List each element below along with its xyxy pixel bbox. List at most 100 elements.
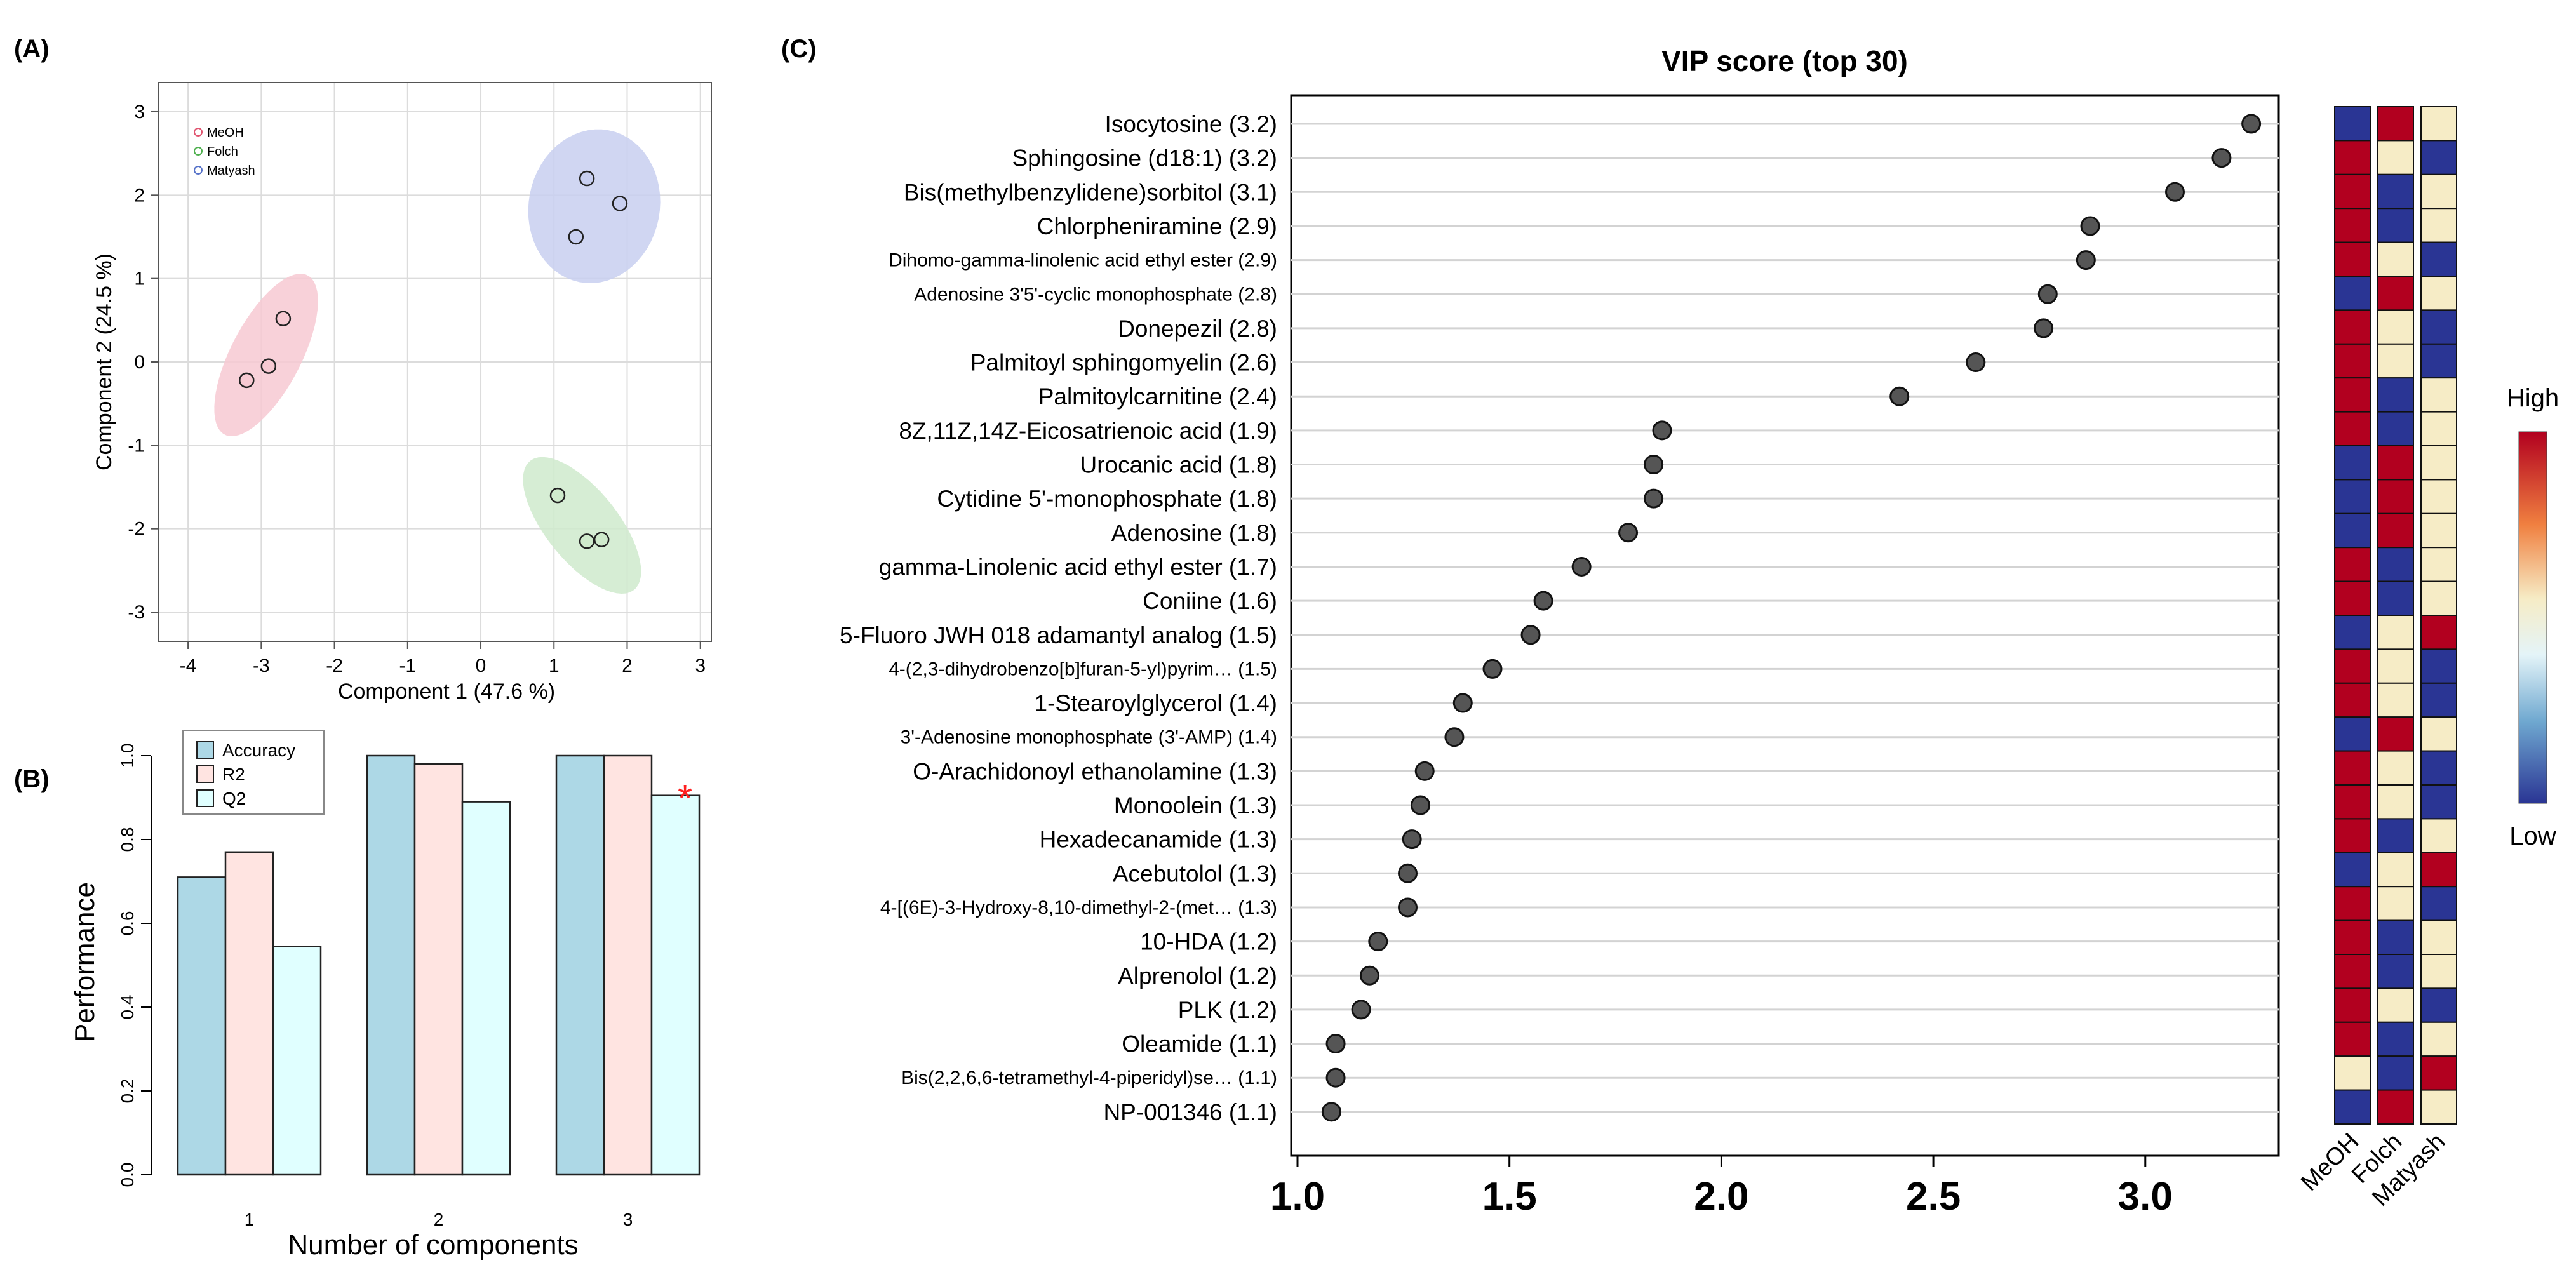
panel-c-label: (C) [781, 35, 817, 63]
vip-point [1644, 488, 1664, 509]
heatmap-cell [2420, 106, 2457, 142]
x-tick-label: -4 [180, 655, 197, 676]
legend-swatch-q2 [196, 789, 214, 807]
metabolite-label: Chlorpheniramine (2.9) [1037, 213, 1277, 239]
panel-a-points [239, 170, 628, 549]
x-tick-label: 2.5 [1906, 1175, 1961, 1219]
point-meoh [239, 372, 255, 389]
vip-point [1351, 1000, 1371, 1020]
point-matyash [612, 196, 628, 211]
heatmap-cell [2377, 343, 2414, 379]
heatmap-cell [2420, 208, 2457, 243]
x-tick-label: 1.5 [1482, 1175, 1537, 1219]
heatmap-cell [2377, 818, 2414, 853]
metabolite-label: 1-Stearoylglycerol (1.4) [1035, 690, 1277, 716]
panel-c-title: VIP score (top 30) [1661, 44, 1908, 77]
y-tick-label: 3 [134, 102, 145, 123]
vip-point [1402, 829, 1422, 850]
heatmap-cell [2334, 106, 2371, 142]
heatmap-cell [2377, 886, 2414, 921]
heatmap-cell [2420, 1055, 2457, 1091]
vip-point [1571, 556, 1592, 577]
metabolite-label: PLK (1.2) [1178, 997, 1277, 1023]
colorbar: High Low [2507, 384, 2559, 850]
metabolite-label: Acebutolol (1.3) [1113, 860, 1277, 886]
legend-marker-meoh [194, 128, 203, 137]
heatmap-cell [2334, 173, 2371, 210]
heatmap-cell [2377, 479, 2414, 514]
metabolite-label: Hexadecanamide (1.3) [1040, 827, 1277, 853]
heatmap-cell [2377, 411, 2414, 446]
y-tick-label: 0.0 [117, 1163, 137, 1187]
vip-point [1652, 420, 1672, 441]
heatmap-cell [2334, 547, 2371, 582]
y-tick-label: -2 [128, 519, 145, 540]
colorbar-low-label: Low [2509, 822, 2556, 850]
metabolite-label: gamma-Linolenic acid ethyl ester (1.7) [879, 554, 1277, 580]
vip-point [1444, 727, 1465, 747]
heatmap-cell [2377, 750, 2414, 786]
heatmap-cell [2377, 1089, 2414, 1125]
heatmap-cell [2377, 377, 2414, 413]
heatmap-cell [2334, 1089, 2371, 1125]
metabolite-label: 10-HDA (1.2) [1140, 929, 1277, 955]
legend-label-folch: Folch [207, 145, 238, 159]
heatmap-cell [2420, 343, 2457, 379]
vip-point [2165, 182, 2185, 202]
legend-label-q2: Q2 [222, 789, 246, 808]
panel-b-label: (B) [14, 765, 50, 793]
bar-accuracy [366, 754, 416, 1176]
heatmap-cell [2420, 987, 2457, 1023]
heatmap-cell [2420, 580, 2457, 616]
metabolite-label: Isocytosine (3.2) [1105, 111, 1277, 137]
panel-b-xlabel: Number of components [288, 1229, 578, 1260]
x-tick-label: 0 [476, 655, 486, 676]
heatmap-cell [2334, 615, 2371, 650]
heatmap-cell [2377, 716, 2414, 752]
metabolite-label: Adenosine 3'5'-cyclic monophosphate (2.8… [914, 284, 1277, 305]
y-tick-label: 0.8 [117, 827, 137, 852]
legend-label-meoh: MeOH [207, 126, 244, 140]
ellipse-matyash [528, 129, 661, 283]
point-folch [549, 487, 566, 504]
heatmap-cell [2334, 716, 2371, 752]
heatmap-cell [2334, 276, 2371, 311]
vip-point [2211, 148, 2232, 168]
heatmap-cell [2377, 512, 2414, 549]
y-tick-label: 1 [134, 269, 145, 290]
metabolite-label: Donepezil (2.8) [1118, 316, 1277, 342]
y-tick-label: 1.0 [117, 744, 137, 768]
metabolite-label: Urocanic acid (1.8) [1080, 452, 1277, 478]
metabolite-label: Sphingosine (d18:1) (3.2) [1012, 145, 1277, 171]
legend-swatch-accuracy [196, 741, 214, 759]
vip-point [2080, 216, 2100, 236]
ellipse-meoh [214, 274, 318, 436]
panel-a-xlabel: Component 1 (47.6 %) [338, 679, 555, 704]
heatmap-cell [2377, 615, 2414, 650]
heatmap-cell [2377, 173, 2414, 210]
heatmap-cell [2420, 140, 2457, 175]
y-tick-label: 0.4 [117, 995, 137, 1020]
heatmap-cell [2420, 377, 2457, 413]
heatmap-cell [2377, 648, 2414, 684]
vip-point [1533, 591, 1553, 611]
heatmap-cell [2420, 615, 2457, 650]
colorbar-high-label: High [2507, 384, 2559, 412]
heatmap-cell [2334, 377, 2371, 413]
y-tick-label: -3 [128, 602, 145, 623]
heatmap-cell [2420, 716, 2457, 752]
heatmap-cell [2420, 309, 2457, 345]
vip-point [1411, 795, 1431, 815]
point-meoh [275, 311, 292, 326]
panel-a-legend: MeOH Folch Matyash [194, 126, 255, 178]
bar-r2 [603, 754, 653, 1176]
metabolite-label: Palmitoylcarnitine (2.4) [1038, 384, 1277, 410]
heatmap-cell [2377, 208, 2414, 243]
heatmap-cell [2334, 241, 2371, 277]
heatmap-cell [2420, 852, 2457, 888]
vip-point [1618, 523, 1639, 543]
vip-point [1325, 1067, 1346, 1088]
bar-q2 [461, 801, 511, 1176]
